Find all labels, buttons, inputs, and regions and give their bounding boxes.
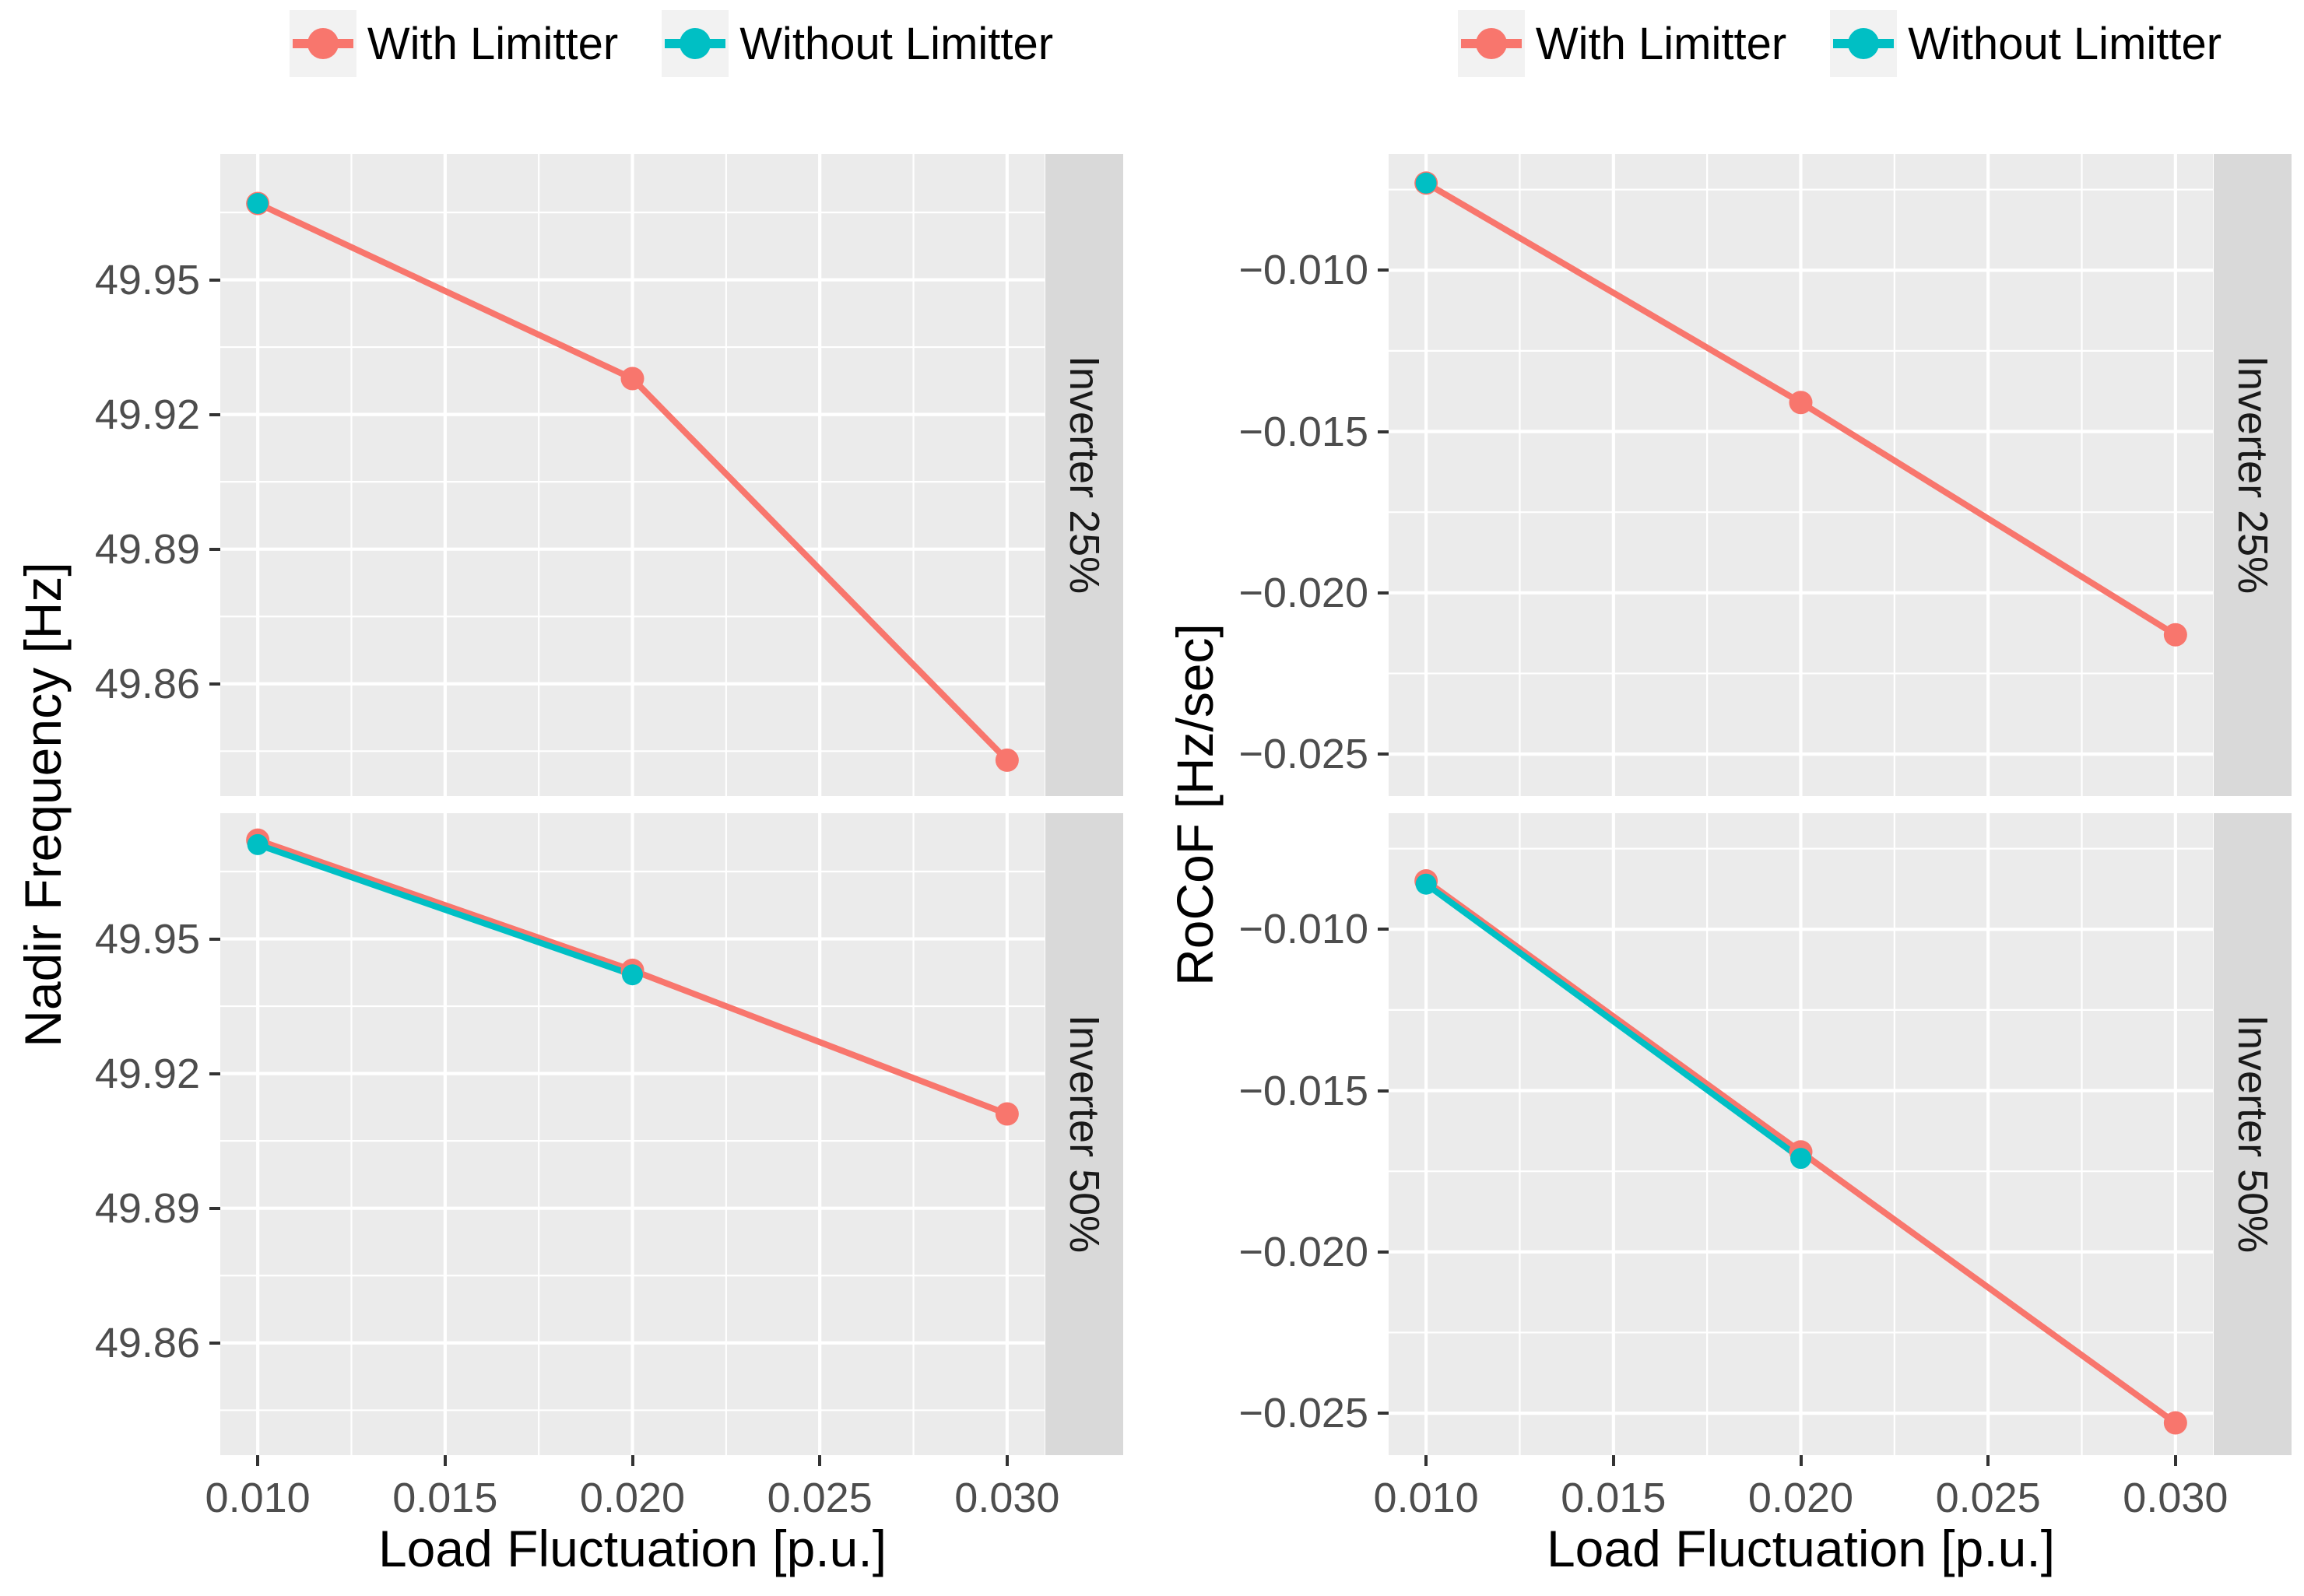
y-axis-tick-mark xyxy=(209,278,220,282)
y-axis-tick-mark xyxy=(1378,1250,1389,1254)
y-axis-tick-mark xyxy=(209,412,220,416)
y-axis-title: Nadir Frequency [Hz] xyxy=(14,562,72,1047)
x-axis-tick-mark xyxy=(630,1455,634,1466)
facet-strip-label: Inverter 50% xyxy=(1061,1015,1108,1254)
y-axis-tick-label: −0.025 xyxy=(1238,731,1368,778)
legend-label: Without Limitter xyxy=(739,18,1054,69)
y-axis-tick-label: −0.025 xyxy=(1238,1390,1368,1437)
legend-label: With Limitter xyxy=(1535,18,1787,69)
x-axis-title: Load Fluctuation [p.u.] xyxy=(1546,1520,2056,1577)
y-axis-tick-mark xyxy=(1378,1089,1389,1093)
x-axis-tick-label: 0.015 xyxy=(392,1475,498,1521)
y-axis-tick-label: −0.015 xyxy=(1238,1067,1368,1114)
x-axis-tick-label: 0.030 xyxy=(2123,1475,2228,1521)
y-axis-tick-label: 49.89 xyxy=(94,525,200,573)
y-axis-tick-mark xyxy=(1378,1412,1389,1415)
y-axis-tick-mark xyxy=(209,547,220,551)
x-axis-tick-label: 0.030 xyxy=(954,1475,1060,1521)
legend-item-with-limitter: With Limitter xyxy=(289,10,619,77)
x-axis-tick-mark xyxy=(256,1455,260,1466)
facet-panel-inverter-25 xyxy=(220,154,1045,796)
x-axis-tick-label: 0.025 xyxy=(1935,1475,2041,1521)
facet-strip-label: Inverter 50% xyxy=(2229,1015,2276,1254)
y-axis-tick-label: −0.020 xyxy=(1238,569,1368,616)
y-axis-tick-label: −0.010 xyxy=(1238,906,1368,953)
y-axis-tick-mark xyxy=(209,682,220,686)
y-axis-tick-mark xyxy=(1378,430,1389,433)
y-axis-tick-mark xyxy=(209,1341,220,1345)
y-axis-tick-label: 49.92 xyxy=(94,391,200,438)
facet-panel-inverter-50 xyxy=(1389,813,2213,1455)
x-axis-tick-label: 0.025 xyxy=(767,1475,873,1521)
x-axis-tick-mark xyxy=(1799,1455,1803,1466)
legend-key-with-limitter-icon xyxy=(1457,10,1525,77)
y-axis-tick-label: 49.89 xyxy=(94,1184,200,1232)
y-axis-tick-mark xyxy=(1378,928,1389,931)
x-axis-tick-mark xyxy=(443,1455,447,1466)
facet-panel-inverter-50 xyxy=(220,813,1045,1455)
legend-item-without-limitter: Without Limitter xyxy=(662,10,1053,77)
x-axis-tick-mark xyxy=(1611,1455,1615,1466)
legend-label: Without Limitter xyxy=(1908,18,2222,69)
y-axis-tick-mark xyxy=(209,1206,220,1210)
x-axis-tick-mark xyxy=(1986,1455,1990,1466)
y-axis-tick-label: 49.95 xyxy=(94,256,200,303)
legend-key-without-limitter-icon xyxy=(1830,10,1898,77)
x-axis-tick-mark xyxy=(818,1455,822,1466)
legend: With Limitter Without Limitter xyxy=(220,6,1122,81)
x-axis-tick-mark xyxy=(1005,1455,1009,1466)
legend: With Limitter Without Limitter xyxy=(1389,6,2291,81)
x-axis-title: Load Fluctuation [p.u.] xyxy=(378,1520,887,1577)
x-axis-tick-label: 0.015 xyxy=(1561,1475,1667,1521)
x-axis-tick-mark xyxy=(2173,1455,2177,1466)
facet-strip-inverter-50: Inverter 50% xyxy=(1045,813,1123,1455)
facet-strip-inverter-25: Inverter 25% xyxy=(1045,154,1123,796)
x-axis-tick-label: 0.010 xyxy=(1373,1475,1479,1521)
x-axis-tick-label: 0.010 xyxy=(205,1475,311,1521)
legend-key-with-limitter-icon xyxy=(289,10,356,77)
legend-item-without-limitter: Without Limitter xyxy=(1830,10,2221,77)
y-axis-tick-label: 49.95 xyxy=(94,915,200,963)
y-axis-tick-label: −0.015 xyxy=(1238,408,1368,455)
facet-strip-inverter-50: Inverter 50% xyxy=(2214,813,2292,1455)
y-axis-tick-label: 49.86 xyxy=(94,660,200,707)
y-axis-tick-mark xyxy=(209,1072,220,1075)
facet-panel-inverter-25 xyxy=(1389,154,2213,796)
y-axis-tick-mark xyxy=(1378,268,1389,272)
figure-nadir-frequency: With Limitter Without Limitter Nadir Fre… xyxy=(14,6,1123,1577)
x-axis-tick-label: 0.020 xyxy=(1747,1475,1854,1521)
facet-strip-inverter-25: Inverter 25% xyxy=(2214,154,2292,796)
y-axis-tick-mark xyxy=(1378,752,1389,756)
figure-rocof: With Limitter Without Limitter RoCoF [Hz… xyxy=(1152,0,2304,1596)
x-axis-tick-label: 0.020 xyxy=(579,1475,686,1521)
legend-key-without-limitter-icon xyxy=(662,10,729,77)
y-axis-tick-label: −0.020 xyxy=(1238,1228,1368,1275)
legend-item-with-limitter: With Limitter xyxy=(1457,10,1787,77)
legend-label: With Limitter xyxy=(367,18,619,69)
y-axis-tick-label: 49.92 xyxy=(94,1050,200,1097)
y-axis-tick-label: 49.86 xyxy=(94,1319,200,1366)
x-axis-tick-mark xyxy=(1424,1455,1428,1466)
y-axis-tick-mark xyxy=(209,937,220,941)
y-axis-tick-label: −0.010 xyxy=(1238,247,1368,294)
facet-strip-label: Inverter 25% xyxy=(2229,356,2276,595)
facet-strip-label: Inverter 25% xyxy=(1061,356,1108,595)
y-axis-tick-mark xyxy=(1378,591,1389,595)
